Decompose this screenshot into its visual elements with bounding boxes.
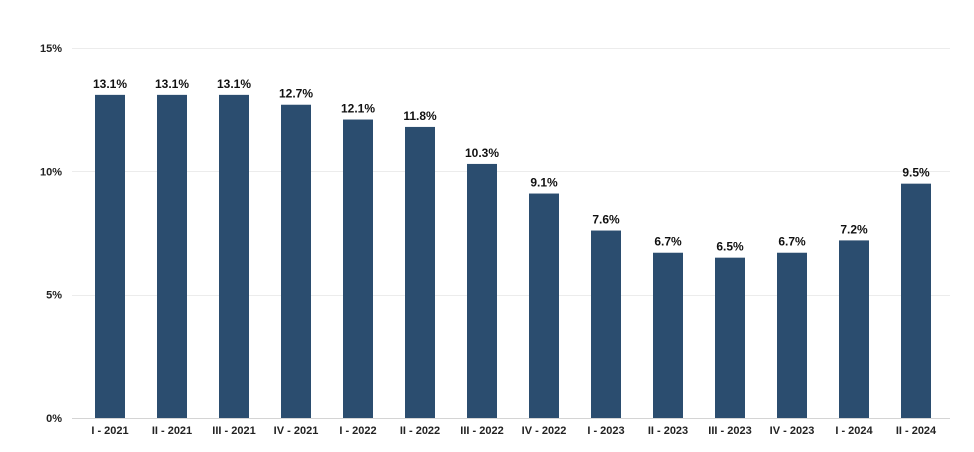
data-label-13: 9.5% [902,166,930,180]
x-tick-label-11: IV - 2023 [770,425,815,437]
bar-3 [281,104,311,418]
data-label-4: 12.1% [341,102,375,116]
data-label-1: 13.1% [155,77,189,91]
x-tick-label-9: II - 2023 [648,425,688,437]
data-label-10: 6.5% [716,240,744,254]
bar-1 [157,94,187,418]
x-tick-label-2: III - 2021 [212,425,255,437]
x-tick-label-5: II - 2022 [400,425,440,437]
data-label-7: 9.1% [530,176,558,190]
x-tick-label-13: II - 2024 [896,425,937,437]
x-tick-label-10: III - 2023 [708,425,751,437]
bar-5 [405,126,435,418]
x-tick-label-6: III - 2022 [460,425,503,437]
data-label-5: 11.8% [403,109,437,123]
x-tick-label-8: I - 2023 [587,425,624,437]
y-tick-label-3: 15% [40,43,62,55]
bar-13 [901,183,931,418]
x-tick-label-4: I - 2022 [339,425,376,437]
x-tick-label-7: IV - 2022 [522,425,567,437]
data-label-12: 7.2% [840,222,868,236]
bar-4 [343,119,373,419]
bar-11 [777,252,807,418]
data-label-8: 7.6% [592,213,620,227]
data-label-9: 6.7% [654,235,682,249]
x-tick-label-3: IV - 2021 [274,425,319,437]
data-label-3: 12.7% [279,87,313,101]
bar-7 [529,193,559,418]
bar-2 [219,94,249,418]
data-label-11: 6.7% [778,235,806,249]
gridlines [72,48,950,419]
y-tick-label-1: 5% [46,290,62,302]
y-axis-ticks: 0% 5% 10% 15% [40,43,62,425]
x-axis-categories: I - 2021 II - 2021 III - 2021 IV - 2021 I - … [91,425,937,437]
data-labels: 13.1% 13.1% 13.1% 12.7% 12.1% 11.8% 10.3% 9.1% 7… [93,77,930,254]
bar-10 [715,257,745,418]
bar-6 [467,163,497,418]
x-tick-label-1: II - 2021 [152,425,192,437]
data-label-0: 13.1% [93,77,127,91]
bar-8 [591,230,621,418]
data-label-2: 13.1% [217,77,251,91]
bar-0 [95,94,125,418]
y-tick-label-0: 0% [46,413,62,425]
bars [95,94,931,419]
x-tick-label-0: I - 2021 [91,425,128,437]
bar-9 [653,252,683,418]
data-label-6: 10.3% [465,146,499,160]
y-tick-label-2: 10% [40,166,62,178]
x-tick-label-12: I - 2024 [835,425,873,437]
bar-12 [839,240,869,418]
